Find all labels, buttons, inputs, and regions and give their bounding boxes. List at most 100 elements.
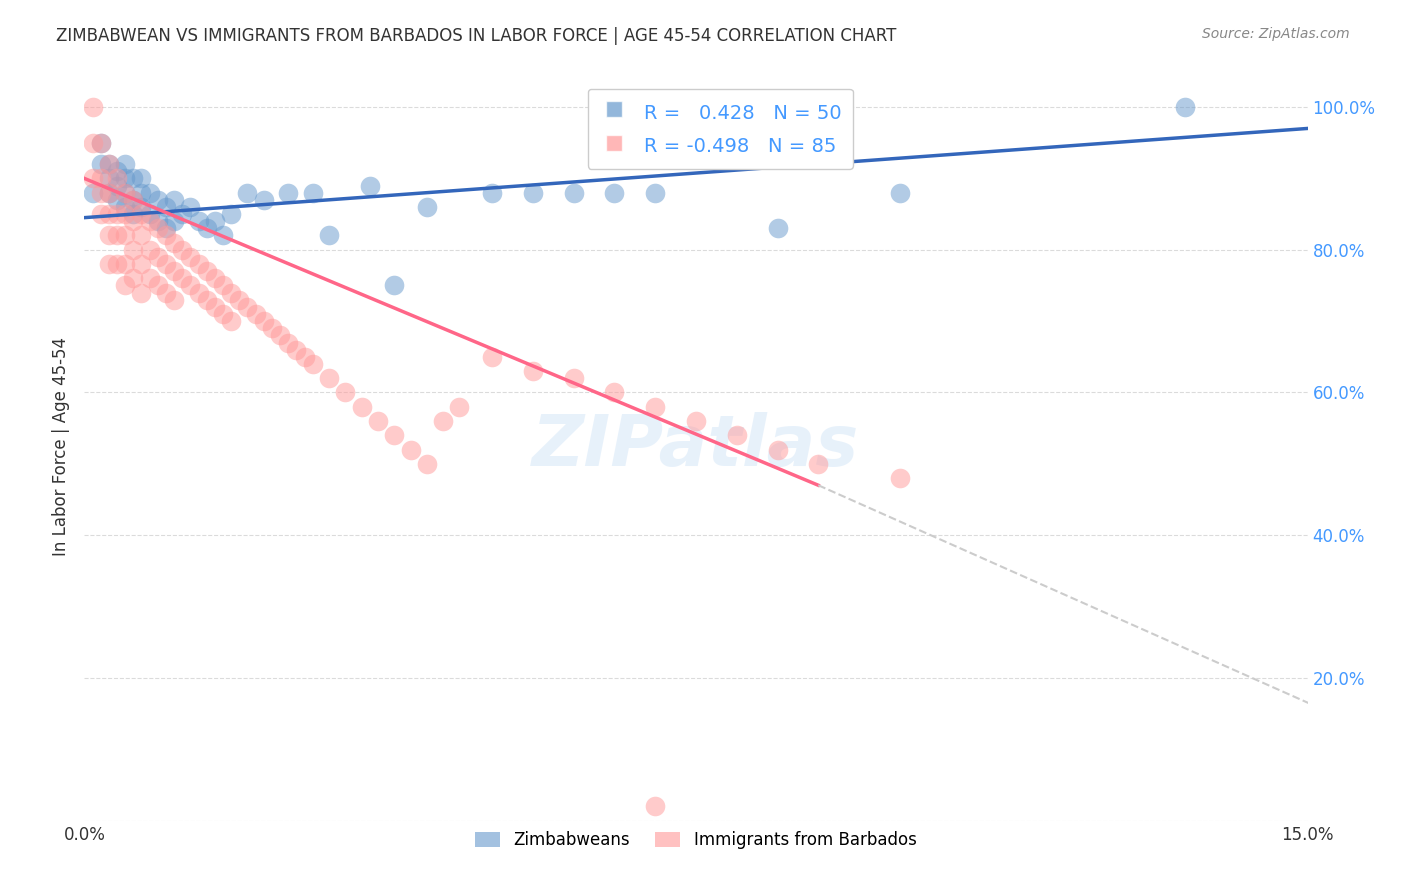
Point xyxy=(138,243,160,257)
Point xyxy=(416,200,439,214)
Point xyxy=(163,235,186,250)
Point xyxy=(122,171,145,186)
Point xyxy=(644,186,666,200)
Point xyxy=(82,100,104,114)
Point xyxy=(179,250,201,264)
Point xyxy=(260,321,283,335)
Point xyxy=(82,136,104,150)
Point xyxy=(212,278,235,293)
Point xyxy=(146,214,169,228)
Point xyxy=(163,214,186,228)
Point xyxy=(212,307,235,321)
Point xyxy=(481,350,503,364)
Point xyxy=(301,186,323,200)
Point xyxy=(318,228,340,243)
Point xyxy=(236,186,259,200)
Point xyxy=(245,307,267,321)
Point xyxy=(382,428,405,442)
Point xyxy=(522,186,544,200)
Point xyxy=(889,471,911,485)
Point xyxy=(82,186,104,200)
Point xyxy=(172,207,194,221)
Point xyxy=(219,314,242,328)
Point xyxy=(195,293,218,307)
Point xyxy=(131,257,153,271)
Point xyxy=(105,178,128,193)
Point xyxy=(294,350,316,364)
Point xyxy=(97,157,120,171)
Point xyxy=(195,264,218,278)
Point xyxy=(318,371,340,385)
Point xyxy=(163,193,186,207)
Point xyxy=(131,186,153,200)
Text: ZIPatlas: ZIPatlas xyxy=(533,411,859,481)
Point xyxy=(146,193,169,207)
Point xyxy=(90,136,112,150)
Point xyxy=(163,293,186,307)
Point xyxy=(179,200,201,214)
Point xyxy=(155,257,177,271)
Point xyxy=(122,193,145,207)
Point xyxy=(146,278,169,293)
Point xyxy=(105,193,128,207)
Point xyxy=(522,364,544,378)
Point xyxy=(97,186,120,200)
Point xyxy=(187,257,209,271)
Point xyxy=(766,221,789,235)
Point xyxy=(114,228,136,243)
Point xyxy=(138,186,160,200)
Point xyxy=(155,228,177,243)
Point xyxy=(399,442,422,457)
Point xyxy=(195,221,218,235)
Point xyxy=(187,214,209,228)
Point xyxy=(163,264,186,278)
Point xyxy=(131,171,153,186)
Point xyxy=(97,257,120,271)
Point xyxy=(172,243,194,257)
Point xyxy=(122,243,145,257)
Point xyxy=(105,171,128,186)
Point xyxy=(236,300,259,314)
Point xyxy=(204,214,226,228)
Point xyxy=(766,442,789,457)
Point xyxy=(114,207,136,221)
Point xyxy=(155,200,177,214)
Point xyxy=(889,186,911,200)
Point xyxy=(114,257,136,271)
Point xyxy=(131,285,153,300)
Point xyxy=(187,285,209,300)
Point xyxy=(204,271,226,285)
Point xyxy=(90,207,112,221)
Point xyxy=(359,178,381,193)
Point xyxy=(138,207,160,221)
Point xyxy=(114,157,136,171)
Point xyxy=(219,207,242,221)
Point xyxy=(228,293,250,307)
Point xyxy=(277,335,299,350)
Point xyxy=(138,271,160,285)
Point xyxy=(807,457,830,471)
Point xyxy=(131,207,153,221)
Point xyxy=(562,186,585,200)
Point xyxy=(105,257,128,271)
Point xyxy=(155,221,177,235)
Point xyxy=(725,428,748,442)
Point xyxy=(644,400,666,414)
Point xyxy=(97,228,120,243)
Y-axis label: In Labor Force | Age 45-54: In Labor Force | Age 45-54 xyxy=(52,336,70,556)
Point xyxy=(122,214,145,228)
Point xyxy=(685,414,707,428)
Point xyxy=(350,400,373,414)
Point xyxy=(122,207,145,221)
Point xyxy=(219,285,242,300)
Point xyxy=(131,228,153,243)
Text: Source: ZipAtlas.com: Source: ZipAtlas.com xyxy=(1202,27,1350,41)
Point xyxy=(97,207,120,221)
Point xyxy=(449,400,471,414)
Point xyxy=(90,136,112,150)
Point xyxy=(212,228,235,243)
Point xyxy=(382,278,405,293)
Point xyxy=(335,385,357,400)
Point xyxy=(172,271,194,285)
Point xyxy=(114,186,136,200)
